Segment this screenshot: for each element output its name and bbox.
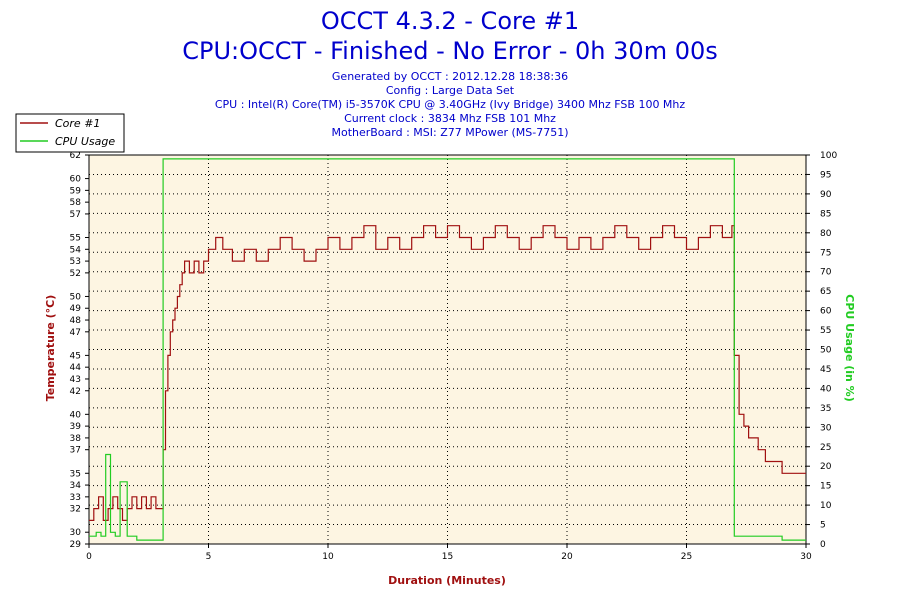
y-tick-label-11: 43	[70, 375, 81, 385]
y-tick-label-24: 59	[70, 186, 82, 196]
y2-tick-label-17: 85	[820, 209, 831, 219]
y-tick-label-7: 38	[70, 434, 82, 444]
x-tick-label-2: 10	[322, 552, 334, 562]
y-tick-label-4: 34	[70, 481, 82, 491]
y2-tick-label-20: 100	[820, 151, 837, 161]
y2-tick-label-4: 20	[820, 462, 832, 472]
y2-tick-label-10: 50	[820, 346, 832, 356]
info-line-clock: Current clock : 3834 Mhz FSB 101 Mhz	[344, 112, 556, 125]
y2-tick-label-8: 40	[820, 384, 832, 394]
info-line-generated: Generated by OCCT : 2012.12.28 18:38:36	[332, 70, 568, 83]
info-line-config: Config : Large Data Set	[386, 84, 515, 97]
y-tick-label-3: 33	[70, 493, 81, 503]
y-tick-label-9: 40	[70, 410, 82, 420]
y-tick-label-12: 44	[70, 363, 82, 373]
y-tick-label-5: 35	[70, 469, 81, 479]
y-tick-label-10: 42	[70, 387, 81, 397]
y-tick-label-22: 57	[70, 210, 81, 220]
legend-label-cpu-usage: CPU Usage	[55, 135, 115, 148]
y-tick-label-2: 32	[70, 505, 81, 515]
y-tick-label-21: 55	[70, 234, 81, 244]
y2-axis-ticks: 0 5 10 15 20 25 30 35 40 45 50 55 60 65 70 75 80 85 90 95 10…	[806, 151, 837, 550]
y2-tick-label-18: 90	[820, 190, 832, 200]
y2-tick-label-11: 55	[820, 326, 831, 336]
y2-tick-label-15: 75	[820, 248, 831, 258]
x-tick-label-0: 0	[86, 552, 92, 562]
y2-tick-label-12: 60	[820, 307, 832, 317]
y-tick-label-18: 52	[70, 269, 81, 279]
x-axis-label: Duration (Minutes)	[388, 574, 506, 587]
y-tick-label-15: 48	[70, 316, 82, 326]
y-tick-label-17: 50	[70, 292, 82, 302]
info-line-cpu: CPU : Intel(R) Core(TM) i5-3570K CPU @ 3…	[215, 98, 686, 111]
y2-tick-label-14: 70	[820, 268, 832, 278]
chart-title: OCCT 4.3.2 - Core #1	[321, 7, 579, 35]
y2-axis-label: CPU Usage (in %)	[843, 294, 856, 401]
info-line-motherboard: MotherBoard : MSI: Z77 MPower (MS-7751)	[331, 126, 568, 139]
y2-tick-label-2: 10	[820, 501, 832, 511]
y-tick-label-16: 49	[70, 304, 82, 314]
y2-tick-label-19: 95	[820, 170, 831, 180]
series	[89, 158, 806, 541]
y-tick-label-0: 29	[70, 540, 82, 550]
x-tick-label-6: 30	[800, 552, 812, 562]
y-tick-label-8: 39	[70, 422, 82, 432]
chart-subtitle: CPU:OCCT - Finished - No Error - 0h 30m …	[182, 37, 718, 65]
y-tick-label-1: 30	[70, 528, 82, 538]
x-tick-label-1: 5	[206, 552, 212, 562]
y2-tick-label-3: 15	[820, 482, 831, 492]
y2-tick-label-6: 30	[820, 423, 832, 433]
grid	[89, 155, 806, 544]
x-tick-label-5: 25	[681, 552, 692, 562]
y2-tick-label-5: 25	[820, 443, 831, 453]
y2-tick-label-9: 45	[820, 365, 831, 375]
x-tick-label-4: 20	[561, 552, 573, 562]
x-tick-label-3: 15	[442, 552, 453, 562]
y-tick-label-23: 58	[70, 198, 82, 208]
y-tick-label-14: 47	[70, 328, 81, 338]
y-tick-label-19: 53	[70, 257, 81, 267]
y-axis-label: Temperature (°C)	[44, 295, 57, 402]
y-tick-label-25: 60	[70, 175, 82, 185]
legend-box	[15, 113, 125, 153]
y2-tick-label-0: 0	[820, 540, 826, 550]
legend-label-core1: Core #1	[55, 117, 100, 130]
x-axis-ticks: 0 5 10 15 20 25 30	[86, 544, 812, 562]
y-axis-ticks: 29 30 32 33 34 35 37 38 39 40 42 43 44 45 47 48 49 50 52 53…	[70, 151, 89, 550]
plot-area	[88, 154, 807, 545]
series-line-cpu-usage	[89, 158, 806, 541]
y2-tick-label-7: 35	[820, 404, 831, 414]
y2-tick-label-16: 80	[820, 229, 832, 239]
legend: Core #1 CPU Usage	[15, 113, 125, 153]
y-tick-label-26: 62	[70, 151, 81, 161]
y-tick-label-6: 37	[70, 446, 81, 456]
y-tick-label-20: 54	[70, 245, 82, 255]
y2-tick-label-13: 65	[820, 287, 831, 297]
series-line-core1	[89, 225, 806, 521]
y2-tick-label-1: 5	[820, 521, 826, 531]
y-tick-label-13: 45	[70, 351, 81, 361]
